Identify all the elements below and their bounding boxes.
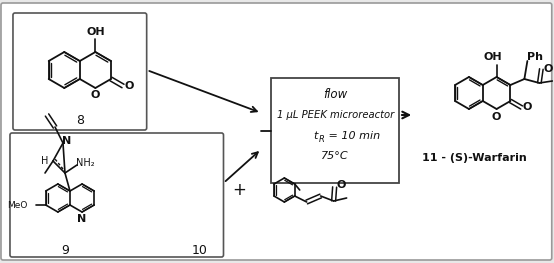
Text: 75°C: 75°C	[321, 151, 349, 161]
Text: O: O	[523, 103, 532, 113]
Text: = 10 min: = 10 min	[325, 131, 381, 141]
Text: O: O	[337, 180, 346, 190]
Text: N: N	[78, 214, 86, 224]
FancyBboxPatch shape	[10, 133, 223, 257]
Text: NH₂: NH₂	[75, 158, 94, 168]
Text: MeO: MeO	[7, 200, 28, 210]
Text: flow: flow	[323, 89, 347, 102]
Text: 1 μL PEEK microreactor: 1 μL PEEK microreactor	[276, 110, 394, 120]
Text: 8: 8	[76, 114, 84, 127]
Text: N: N	[63, 136, 71, 146]
Text: t: t	[314, 131, 317, 141]
Text: Ph: Ph	[527, 52, 543, 62]
Text: OH: OH	[86, 27, 105, 37]
Text: O: O	[124, 81, 134, 91]
Text: H: H	[42, 156, 49, 166]
Text: 10: 10	[192, 244, 208, 256]
Text: O: O	[492, 112, 501, 122]
Text: O: O	[543, 64, 553, 74]
Text: OH: OH	[483, 52, 502, 62]
FancyBboxPatch shape	[1, 3, 552, 260]
Text: 9: 9	[61, 244, 69, 256]
Text: R: R	[319, 135, 325, 144]
Text: +: +	[233, 181, 247, 199]
FancyBboxPatch shape	[13, 13, 147, 130]
FancyBboxPatch shape	[271, 78, 399, 183]
Text: O: O	[91, 90, 100, 100]
Text: 11 - (S)-Warfarin: 11 - (S)-Warfarin	[422, 153, 526, 163]
